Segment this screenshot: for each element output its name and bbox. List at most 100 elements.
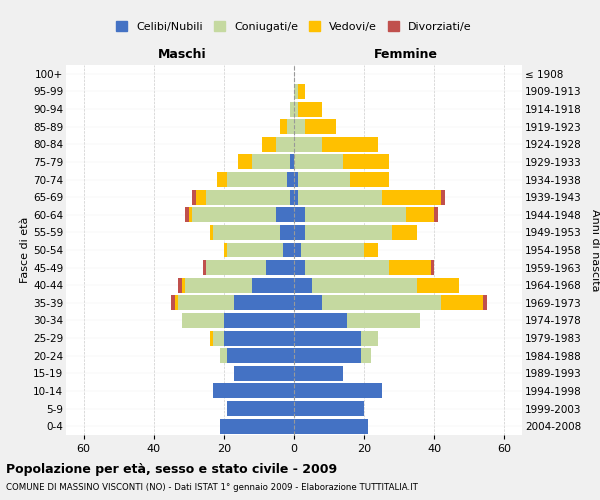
Bar — [294, 190, 442, 204]
Bar — [294, 384, 382, 398]
Bar — [294, 172, 298, 187]
Bar — [220, 418, 294, 434]
Bar — [224, 313, 294, 328]
Bar — [189, 208, 294, 222]
Bar — [280, 225, 294, 240]
Bar — [252, 154, 294, 170]
Bar — [210, 330, 294, 345]
Bar — [294, 384, 382, 398]
Text: Maschi: Maschi — [157, 48, 206, 62]
Bar — [294, 313, 347, 328]
Bar — [220, 418, 294, 434]
Bar — [214, 384, 294, 398]
Bar — [294, 119, 305, 134]
Bar — [294, 366, 343, 381]
Bar — [294, 260, 434, 275]
Bar — [294, 172, 389, 187]
Bar — [294, 137, 378, 152]
Bar — [294, 84, 298, 99]
Bar — [192, 208, 294, 222]
Bar — [290, 102, 294, 116]
Bar — [294, 366, 343, 381]
Bar — [294, 278, 459, 292]
Bar — [294, 330, 378, 345]
Bar — [294, 348, 371, 363]
Bar — [210, 225, 294, 240]
Bar — [206, 190, 294, 204]
Bar — [178, 278, 294, 292]
Bar — [294, 225, 417, 240]
Bar — [294, 330, 378, 345]
Bar — [290, 102, 294, 116]
Bar — [294, 102, 322, 116]
Bar — [294, 401, 364, 416]
Bar — [294, 348, 371, 363]
Bar — [287, 119, 294, 134]
Bar — [294, 102, 322, 116]
Y-axis label: Fasce di età: Fasce di età — [20, 217, 30, 283]
Bar — [294, 190, 298, 204]
Bar — [294, 172, 389, 187]
Bar — [227, 348, 294, 363]
Bar — [294, 225, 417, 240]
Bar — [294, 401, 364, 416]
Bar — [294, 401, 364, 416]
Text: COMUNE DI MASSINO VISCONTI (NO) - Dati ISTAT 1° gennaio 2009 - Elaborazione TUTT: COMUNE DI MASSINO VISCONTI (NO) - Dati I… — [6, 482, 418, 492]
Bar — [294, 242, 301, 258]
Bar — [227, 401, 294, 416]
Bar — [220, 418, 294, 434]
Bar — [214, 384, 294, 398]
Bar — [294, 384, 382, 398]
Bar — [290, 154, 294, 170]
Bar — [294, 208, 305, 222]
Bar — [294, 296, 487, 310]
Bar — [214, 225, 294, 240]
Bar — [206, 260, 294, 275]
Bar — [294, 313, 420, 328]
Bar — [227, 242, 294, 258]
Bar — [294, 366, 343, 381]
Bar — [214, 330, 294, 345]
Bar — [294, 296, 484, 310]
Bar — [294, 384, 382, 398]
Bar — [294, 208, 438, 222]
Bar — [290, 190, 294, 204]
Bar — [294, 313, 420, 328]
Bar — [294, 418, 368, 434]
Text: Femmine: Femmine — [374, 48, 438, 62]
Bar — [294, 190, 382, 204]
Bar — [294, 366, 343, 381]
Bar — [196, 190, 294, 204]
Bar — [227, 172, 294, 187]
Bar — [294, 225, 392, 240]
Bar — [182, 313, 294, 328]
Bar — [280, 119, 294, 134]
Bar — [294, 154, 389, 170]
Bar — [294, 418, 368, 434]
Bar — [171, 296, 294, 310]
Bar — [210, 225, 294, 240]
Bar — [182, 278, 294, 292]
Bar — [294, 242, 378, 258]
Bar — [294, 348, 371, 363]
Bar — [227, 401, 294, 416]
Y-axis label: Anni di nascita: Anni di nascita — [590, 209, 600, 291]
Bar — [220, 418, 294, 434]
Bar — [283, 242, 294, 258]
Bar — [294, 330, 361, 345]
Bar — [294, 418, 368, 434]
Bar — [290, 102, 294, 116]
Bar — [224, 330, 294, 345]
Bar — [262, 137, 294, 152]
Bar — [294, 260, 389, 275]
Bar — [235, 366, 294, 381]
Bar — [227, 401, 294, 416]
Bar — [294, 208, 406, 222]
Bar — [192, 190, 294, 204]
Bar — [294, 242, 364, 258]
Bar — [294, 102, 298, 116]
Bar — [252, 278, 294, 292]
Bar — [294, 278, 459, 292]
Bar — [294, 313, 420, 328]
Bar — [238, 154, 294, 170]
